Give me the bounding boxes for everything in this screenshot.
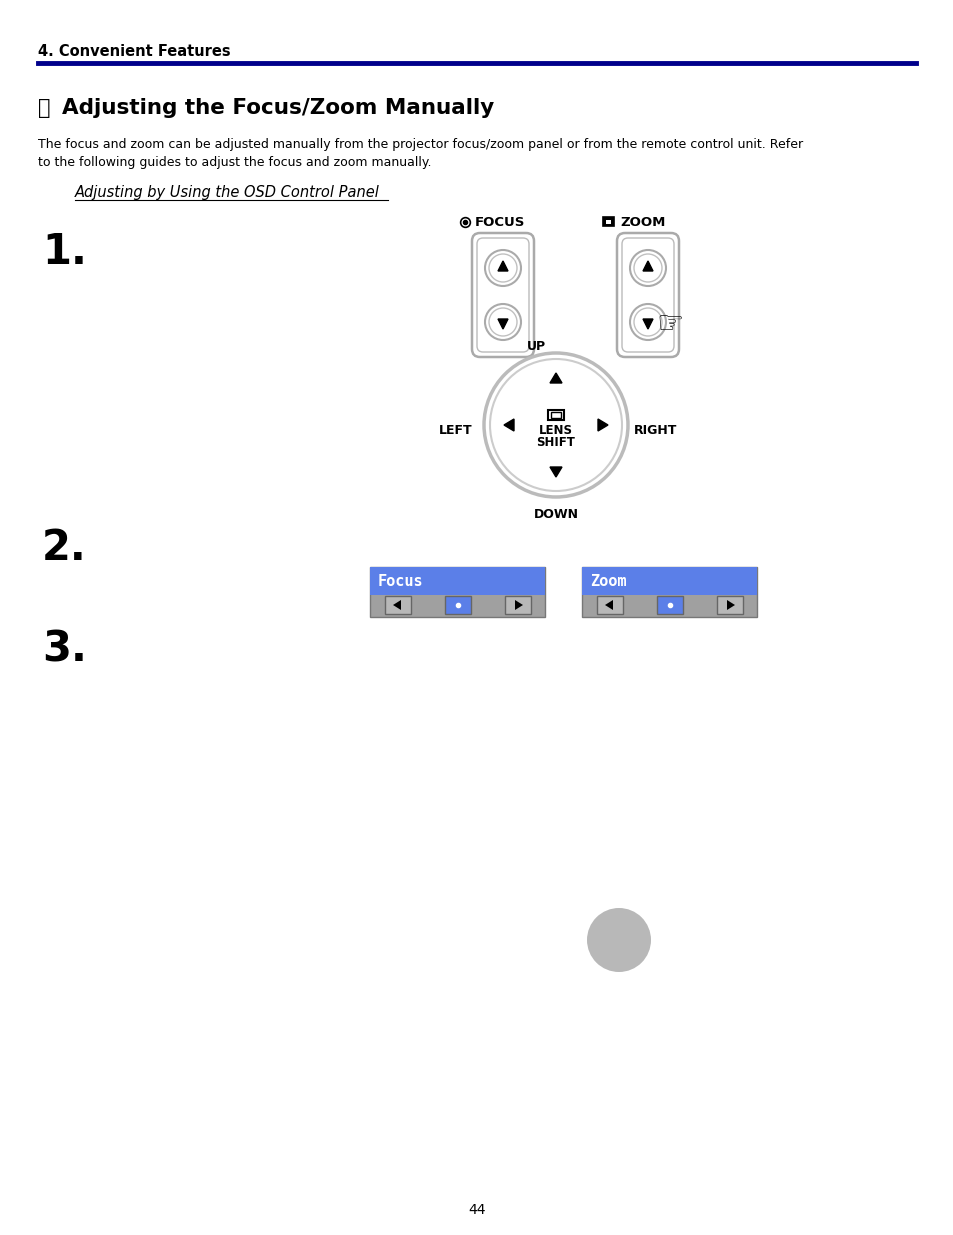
Text: ZOOM: ZOOM	[619, 215, 664, 228]
Circle shape	[629, 304, 665, 340]
FancyBboxPatch shape	[581, 567, 757, 618]
Text: ❓: ❓	[38, 98, 51, 119]
FancyBboxPatch shape	[551, 412, 560, 417]
Text: 2.: 2.	[42, 527, 87, 569]
Text: LEFT: LEFT	[438, 424, 473, 436]
FancyBboxPatch shape	[444, 597, 471, 614]
FancyBboxPatch shape	[657, 597, 682, 614]
FancyBboxPatch shape	[476, 238, 529, 352]
Text: FOCUS: FOCUS	[475, 215, 525, 228]
Text: The focus and zoom can be adjusted manually from the projector focus/zoom panel : The focus and zoom can be adjusted manua…	[38, 138, 802, 151]
Text: DOWN: DOWN	[533, 509, 578, 521]
Circle shape	[489, 308, 517, 336]
Text: RIGHT: RIGHT	[634, 424, 677, 436]
FancyBboxPatch shape	[370, 567, 544, 595]
FancyBboxPatch shape	[602, 217, 614, 226]
Circle shape	[489, 254, 517, 282]
FancyBboxPatch shape	[370, 567, 544, 618]
Circle shape	[483, 353, 627, 496]
Text: SHIFT: SHIFT	[536, 436, 575, 450]
FancyBboxPatch shape	[385, 597, 411, 614]
Polygon shape	[393, 600, 400, 610]
Text: to the following guides to adjust the focus and zoom manually.: to the following guides to adjust the fo…	[38, 156, 431, 169]
Circle shape	[586, 908, 650, 972]
FancyBboxPatch shape	[581, 567, 757, 595]
Circle shape	[629, 249, 665, 287]
Text: 44: 44	[468, 1203, 485, 1216]
Polygon shape	[550, 467, 561, 477]
Polygon shape	[642, 261, 652, 270]
FancyBboxPatch shape	[504, 597, 531, 614]
FancyBboxPatch shape	[472, 233, 534, 357]
Circle shape	[634, 308, 661, 336]
FancyBboxPatch shape	[617, 233, 679, 357]
Circle shape	[484, 304, 520, 340]
FancyBboxPatch shape	[547, 410, 563, 420]
Circle shape	[490, 359, 621, 492]
Polygon shape	[497, 319, 507, 329]
Text: 4. Convenient Features: 4. Convenient Features	[38, 44, 231, 59]
Polygon shape	[642, 319, 652, 329]
Text: LENS: LENS	[538, 424, 573, 436]
FancyBboxPatch shape	[605, 220, 610, 224]
Text: 3.: 3.	[42, 629, 87, 671]
Polygon shape	[515, 600, 522, 610]
Text: ☞: ☞	[656, 310, 683, 340]
Polygon shape	[503, 419, 514, 431]
Text: 1.: 1.	[42, 231, 87, 273]
Polygon shape	[726, 600, 734, 610]
Circle shape	[634, 254, 661, 282]
Polygon shape	[550, 373, 561, 383]
Text: Adjusting the Focus/Zoom Manually: Adjusting the Focus/Zoom Manually	[62, 98, 494, 119]
Text: Adjusting by Using the OSD Control Panel: Adjusting by Using the OSD Control Panel	[75, 184, 379, 200]
Text: UP: UP	[526, 341, 545, 353]
Circle shape	[484, 249, 520, 287]
Polygon shape	[598, 419, 607, 431]
Polygon shape	[497, 261, 507, 270]
Text: Zoom: Zoom	[589, 573, 626, 589]
Text: Focus: Focus	[377, 573, 423, 589]
FancyBboxPatch shape	[621, 238, 673, 352]
Polygon shape	[604, 600, 613, 610]
FancyBboxPatch shape	[717, 597, 742, 614]
FancyBboxPatch shape	[597, 597, 622, 614]
